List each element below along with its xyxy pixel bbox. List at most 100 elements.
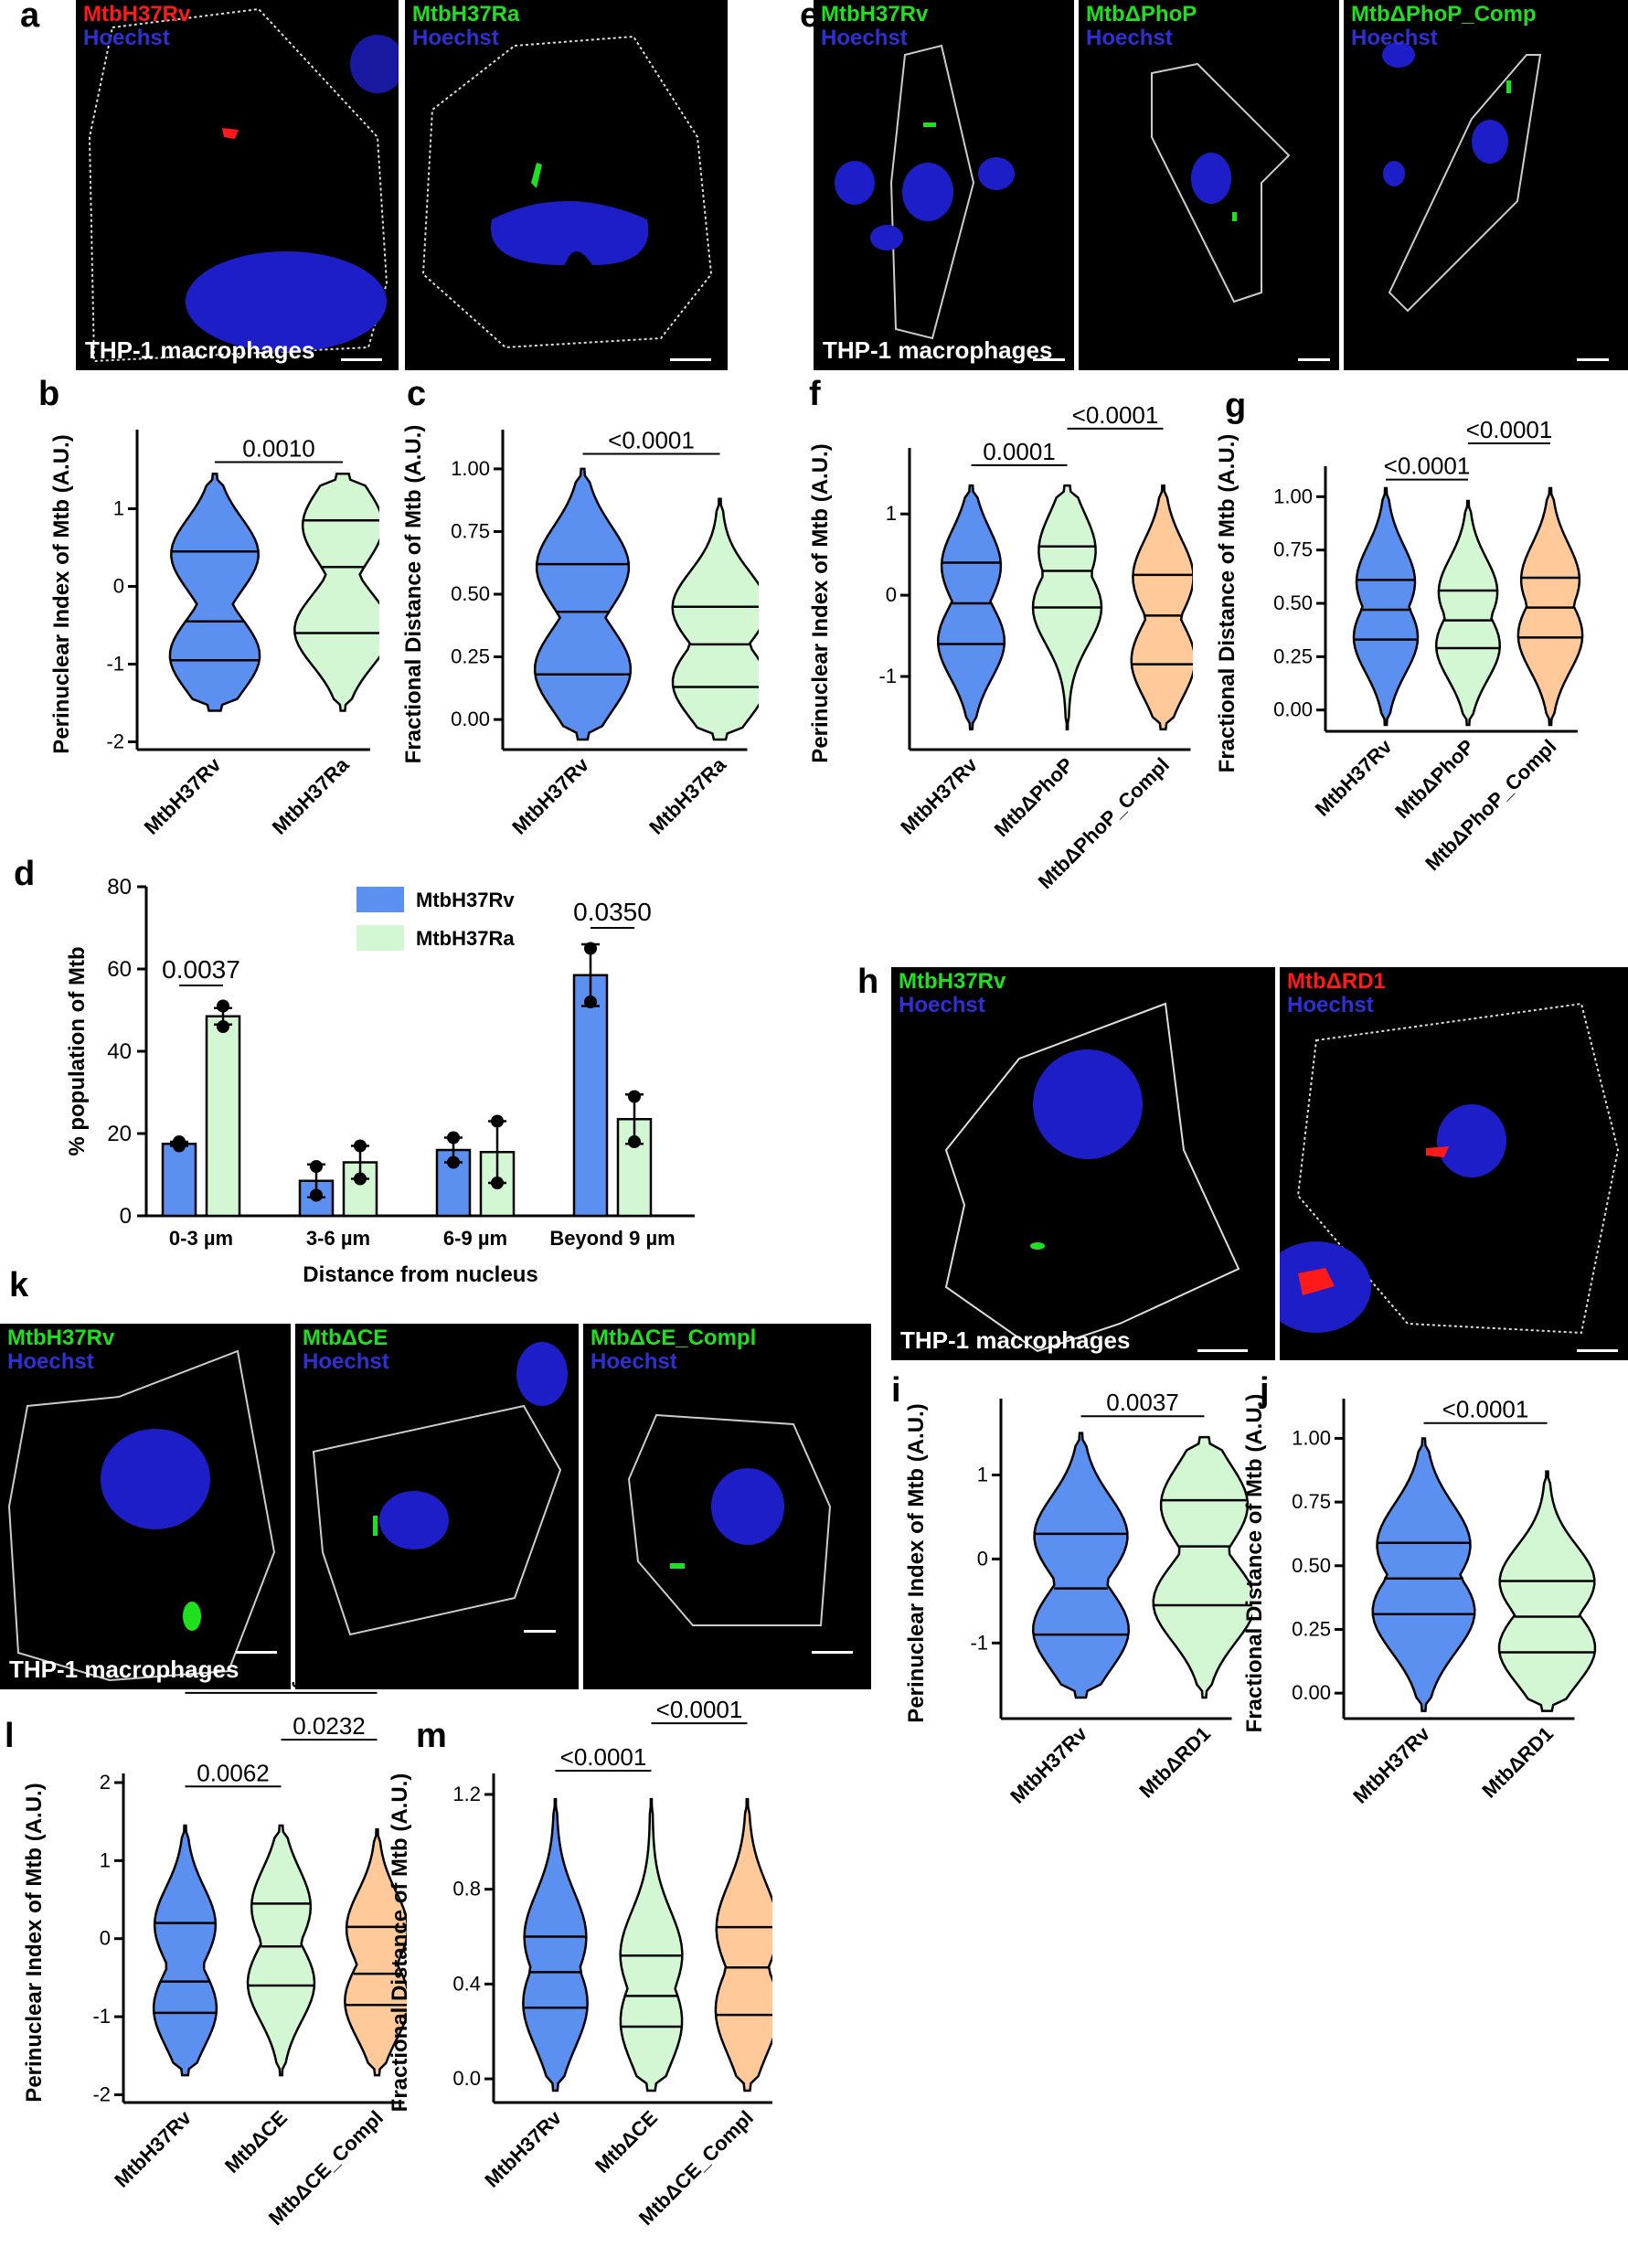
y-tick-label: 0.8 (452, 1878, 481, 1901)
y-tick-label: 0.25 (1273, 644, 1313, 667)
y-tick-label: 1.00 (1292, 1426, 1331, 1449)
x-category-label: MtbΔPhoP (1390, 735, 1478, 823)
y-tick-label: 0.50 (451, 582, 490, 605)
scale-bar (1298, 358, 1330, 361)
data-point (628, 1090, 641, 1103)
data-point (217, 1020, 229, 1033)
y-tick-label: 0 (977, 1547, 988, 1570)
channel-label-1: MtbΔCE (303, 1326, 388, 1350)
panel-letter-l: l (5, 1717, 15, 1755)
y-tick-label: 0.75 (451, 519, 490, 542)
x-category-label: MtbH37Rv (140, 752, 226, 838)
violin-MtbΔCE_Compl (714, 1797, 772, 2092)
y-tick-label: 1 (886, 502, 897, 525)
panel-letter-g: g (1225, 387, 1247, 425)
data-point (447, 1155, 460, 1169)
legend-label: MtbH37Ra (416, 927, 515, 950)
x-category-label: MtbH37Ra (268, 752, 354, 838)
x-category-label: MtbH37Ra (644, 752, 730, 838)
panel-letter-f: f (809, 375, 821, 413)
channel-label-2: Hoechst (899, 993, 985, 1017)
violin-MtbH37Rv (1352, 486, 1420, 727)
channel-label-2: Hoechst (303, 1349, 389, 1374)
y-tick-label: 0 (100, 1927, 111, 1950)
violin-MtbΔCE_Compl (344, 1827, 407, 2077)
y-tick-label: 80 (107, 875, 132, 900)
x-axis-label: Distance from nucleus (303, 1262, 537, 1287)
y-tick-label: -2 (92, 2082, 111, 2105)
y-axis-label: Perinuclear Index of Mtb (A.U.) (23, 1783, 47, 2102)
legend-label: MtbH37Rv (416, 889, 515, 911)
channel-label-2: Hoechst (591, 1349, 677, 1374)
chart-m: 0.0 0.4 0.8 1.2 Fractional Distance of Mtb (… (388, 1696, 772, 2230)
y-tick-label: -1 (970, 1631, 988, 1654)
micrograph-a-rv: MtbH37Rv Hoechst THP-1 macrophages (76, 0, 399, 370)
data-point (584, 942, 597, 955)
data-point (491, 1114, 504, 1128)
bar-MtbH37Rv (161, 1143, 197, 1218)
chart-l: -2 -1 0 1 2 Perinuclear Index of Mtb (A.U.) Mt… (23, 1682, 407, 2230)
p-value-label: 0.0062 (197, 1759, 270, 1786)
y-tick-label: 1.00 (1273, 484, 1313, 507)
y-tick-label: 0.25 (451, 645, 490, 668)
micrograph-k-rv: MtbH37Rv Hoechst THP-1 macrophages (0, 1324, 291, 1689)
x-category-label: MtbΔCE (591, 2106, 662, 2177)
violin-MtbΔRD1 (1152, 1435, 1252, 1699)
data-point (173, 1135, 186, 1148)
channel-label-1: MtbH37Rv (899, 969, 1006, 994)
x-category-label: MtbH37Rv (480, 2105, 566, 2191)
violin-MtbH37Ra (671, 497, 759, 741)
scale-bar (1033, 358, 1065, 361)
panel-letter-c: c (407, 375, 427, 413)
y-tick-label: 0.0 (452, 2067, 481, 2090)
data-point (310, 1188, 323, 1202)
y-tick-label: 60 (107, 957, 132, 982)
chart-j: 0.00 0.25 0.50 0.75 1.00 Fractional Distance … (1243, 1394, 1597, 1808)
x-category-label: MtbH37Rv (1311, 734, 1397, 820)
scale-bar (1197, 1349, 1248, 1352)
p-value-label: 0.0010 (242, 435, 315, 463)
data-point (447, 1131, 460, 1145)
x-category-label: MtbH37Rv (507, 752, 593, 838)
x-category-label: MtbH37Rv (1006, 1721, 1091, 1807)
violin-MtbH37Rv (1371, 1437, 1476, 1712)
y-tick-label: 1.00 (451, 457, 490, 480)
micrograph-a-ra: MtbH37Ra Hoechst (405, 0, 728, 370)
data-point (217, 999, 229, 1013)
violin-MtbΔPhoP_Compl (1130, 484, 1193, 731)
y-tick-label: 1 (113, 497, 124, 520)
cell-type-label: THP-1 macrophages (900, 1326, 1131, 1354)
scale-bar (236, 1651, 277, 1654)
p-value-label: 0.0037 (162, 955, 240, 984)
p-value-label: 0.0232 (293, 1712, 366, 1740)
violin-MtbΔRD1 (1497, 1470, 1597, 1712)
y-tick-label: 0.00 (451, 708, 490, 730)
p-value-label: <0.0001 (1466, 416, 1553, 443)
chart-i: -1 0 1 Perinuclear Index of Mtb (A.U.) MtbH3… (905, 1389, 1252, 1808)
y-axis-label: Perinuclear Index of Mtb (A.U.) (809, 443, 833, 762)
y-tick-label: 1 (977, 1464, 988, 1486)
violin-MtbΔCE (246, 1824, 316, 2077)
micrograph-h-rv: MtbH37Rv Hoechst THP-1 macrophages (891, 967, 1275, 1360)
channel-label-2: Hoechst (1351, 26, 1438, 50)
y-tick-label: 0 (113, 575, 124, 598)
y-tick-label: 1.2 (452, 1783, 481, 1805)
y-tick-label: -1 (878, 665, 897, 687)
chart-d: 0 20 40 60 80 % population of Mtb 0-3 µm 3-6 µm… (65, 875, 695, 1287)
bar-MtbH37Rv (572, 974, 609, 1218)
x-category-label: MtbΔCE (220, 2106, 292, 2177)
chart-g: 0.00 0.25 0.50 0.75 1.00 Fractional Distance … (1216, 416, 1584, 875)
cell-outline (88, 7, 399, 363)
micrograph-k-ce: MtbΔCE Hoechst (295, 1324, 579, 1689)
cell-type-label: THP-1 macrophages (9, 1656, 239, 1683)
x-category-label: MtbΔRD1 (1134, 1722, 1215, 1803)
violin-MtbH37Rv (936, 484, 1006, 731)
p-value-label: <0.0001 (1072, 401, 1159, 429)
p-value-label: 0.0001 (983, 438, 1056, 465)
panel-letter-d: d (14, 855, 36, 893)
y-axis-label: Perinuclear Index of Mtb (A.U.) (50, 434, 74, 753)
legend-swatch-MtbH37Ra (356, 925, 404, 951)
cell-type-label: THP-1 macrophages (85, 336, 315, 364)
bar-MtbH37Ra (205, 1015, 241, 1218)
x-category-label: MtbΔRD1 (1477, 1722, 1558, 1803)
